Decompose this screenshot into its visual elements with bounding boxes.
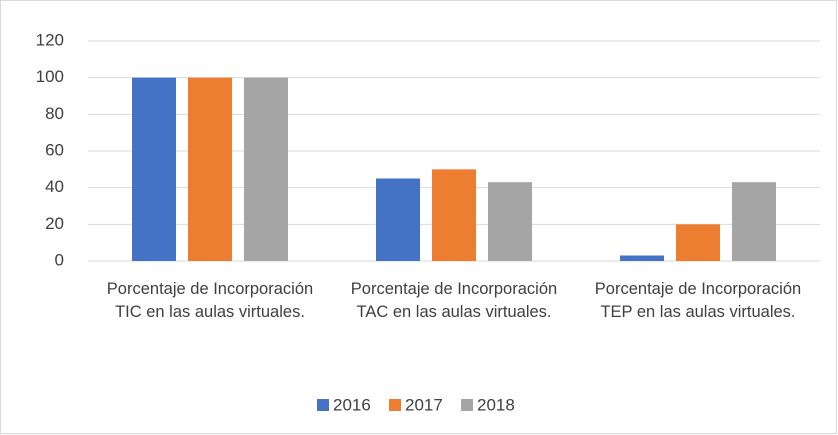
y-tick-label: 120 [36, 30, 64, 49]
bar [432, 169, 476, 261]
legend-swatch [317, 399, 329, 411]
legend-swatch [461, 399, 473, 411]
bar [132, 77, 176, 262]
bar [620, 255, 664, 261]
bar [488, 182, 532, 261]
legend-label: 2018 [477, 395, 515, 414]
x-tick-label: Porcentaje de Incorporación TEP en las a… [594, 280, 802, 321]
legend-label: 2016 [333, 395, 371, 414]
bar [732, 182, 776, 261]
bar [376, 178, 420, 261]
y-tick-label: 80 [45, 104, 64, 123]
x-tick-label: Porcentaje de Incorporación TIC en las a… [106, 280, 314, 321]
bar [244, 77, 288, 262]
y-tick-label: 100 [36, 67, 64, 86]
y-tick-label: 60 [45, 140, 64, 159]
legend-swatch [389, 399, 401, 411]
x-tick-label: Porcentaje de Incorporación TAC en las a… [350, 280, 558, 321]
y-tick-label: 0 [55, 250, 64, 269]
y-tick-label: 20 [45, 214, 64, 233]
bar [188, 77, 232, 262]
y-tick-label: 40 [45, 177, 64, 196]
legend-label: 2017 [405, 395, 443, 414]
bar [676, 224, 720, 261]
